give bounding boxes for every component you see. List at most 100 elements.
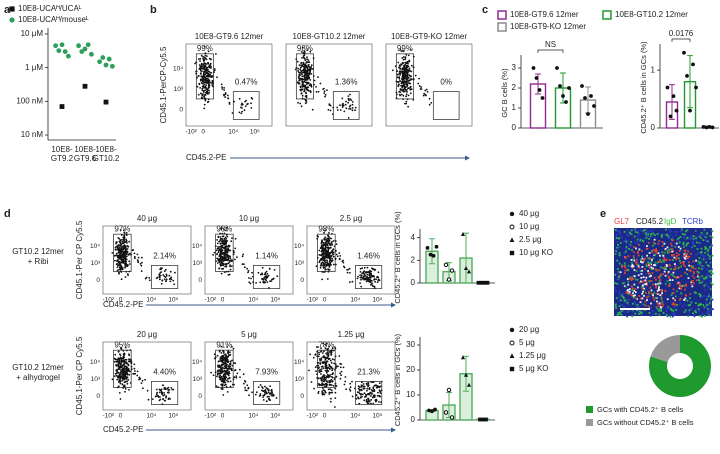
gate-percent: 4.40%	[153, 368, 176, 377]
pixel	[651, 235, 653, 237]
pixel	[696, 254, 698, 256]
pixel	[655, 252, 657, 254]
event	[361, 272, 363, 274]
pixel	[635, 248, 637, 250]
pixel	[671, 274, 673, 276]
pixel	[697, 248, 699, 250]
pixel	[655, 250, 657, 252]
event	[316, 91, 318, 93]
event	[358, 388, 360, 390]
pixel	[647, 261, 649, 263]
pixel	[675, 234, 677, 236]
event	[303, 57, 305, 59]
marker	[86, 42, 91, 47]
pixel	[623, 306, 625, 308]
pixel	[698, 261, 700, 263]
event	[318, 250, 320, 252]
event	[208, 82, 210, 84]
event	[223, 376, 225, 378]
pixel	[656, 292, 658, 294]
event	[403, 91, 405, 93]
panel-label: d	[4, 208, 11, 220]
event	[324, 386, 326, 388]
event	[121, 253, 123, 255]
event	[137, 254, 139, 256]
event	[328, 103, 330, 105]
event	[363, 399, 365, 401]
pixel	[658, 280, 660, 282]
pixel	[698, 272, 700, 274]
event	[350, 108, 352, 110]
y-tick-label: 2	[512, 83, 517, 92]
event	[263, 281, 265, 283]
event	[125, 361, 127, 363]
event	[221, 259, 223, 261]
pixel	[694, 310, 696, 312]
event	[226, 249, 228, 251]
event	[230, 258, 232, 260]
event	[164, 270, 166, 272]
pixel	[690, 270, 692, 272]
marker	[60, 42, 65, 47]
event	[271, 389, 273, 391]
pixel	[633, 255, 635, 257]
event	[169, 389, 171, 391]
pixel	[674, 314, 676, 316]
event	[330, 238, 332, 240]
event	[273, 278, 275, 280]
pixel	[698, 276, 700, 278]
event	[221, 352, 223, 354]
pixel	[674, 263, 676, 265]
pixel	[642, 284, 644, 286]
event	[202, 85, 204, 87]
event	[216, 376, 218, 378]
pixel	[682, 243, 684, 245]
event	[160, 268, 162, 270]
pixel	[635, 241, 637, 243]
event	[334, 388, 336, 390]
event	[271, 279, 273, 281]
pixel	[688, 265, 690, 267]
event	[327, 268, 329, 270]
pixel	[634, 284, 636, 286]
event	[235, 375, 237, 377]
event	[368, 277, 370, 279]
event	[404, 78, 406, 80]
event	[121, 366, 123, 368]
event	[405, 90, 407, 92]
event	[119, 241, 121, 243]
event	[128, 253, 130, 255]
event	[321, 248, 323, 250]
event	[330, 245, 332, 247]
event	[120, 242, 122, 244]
pixel	[679, 242, 681, 244]
x-tick-label: 10⁵	[270, 297, 280, 304]
event	[429, 98, 431, 100]
event	[306, 58, 308, 60]
event	[220, 254, 222, 256]
marker	[447, 388, 450, 391]
event	[170, 387, 172, 389]
event	[239, 376, 241, 378]
pixel	[614, 287, 616, 289]
event	[305, 66, 307, 68]
pixel	[685, 309, 687, 311]
event	[316, 265, 318, 267]
event	[300, 70, 302, 72]
pixel	[658, 277, 660, 279]
x-tick-label: 10E8-GT10.2	[93, 145, 120, 163]
event	[242, 255, 244, 257]
pixel	[659, 294, 661, 296]
pixel	[627, 302, 629, 304]
event	[341, 98, 343, 100]
pixel	[660, 276, 662, 278]
significance-bracket	[538, 50, 563, 53]
arrow-head	[391, 428, 396, 433]
pixel	[708, 295, 710, 297]
event	[169, 278, 171, 280]
pixel	[710, 314, 712, 316]
gate-percent: 99%	[197, 44, 213, 53]
event	[206, 69, 208, 71]
event	[127, 273, 129, 275]
